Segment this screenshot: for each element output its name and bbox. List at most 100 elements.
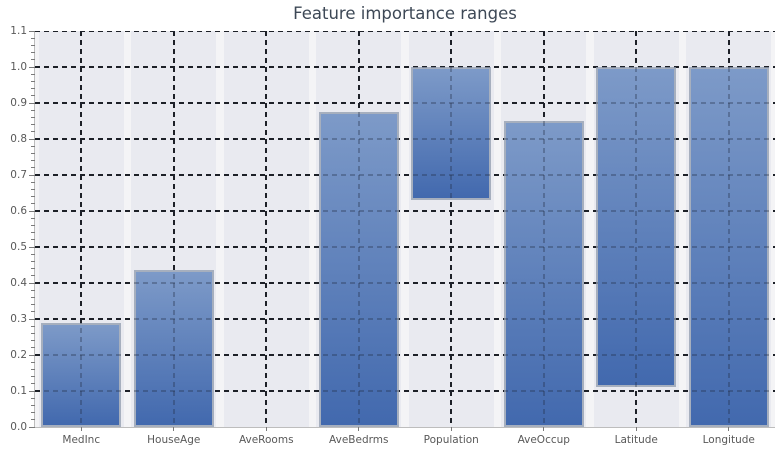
- y-minor-tick: [31, 73, 35, 75]
- h-gridline-overlay: [35, 66, 775, 68]
- x-tick-label-longitude: Longitude: [702, 434, 755, 446]
- y-minor-tick: [31, 239, 35, 241]
- y-tick: [29, 66, 35, 68]
- y-tick: [29, 282, 35, 284]
- y-tick-label: 0.6: [10, 204, 27, 217]
- h-gridline-overlay: [35, 282, 775, 284]
- x-tick-label-latitude: Latitude: [614, 434, 658, 446]
- h-gridline-overlay: [35, 246, 775, 248]
- y-minor-tick: [31, 160, 35, 162]
- x-tick-label-averooms: AveRooms: [238, 434, 294, 446]
- bar-population: [411, 67, 492, 201]
- y-minor-tick: [31, 224, 35, 226]
- h-gridline: [35, 174, 775, 176]
- h-gridline: [35, 66, 775, 68]
- y-minor-tick: [31, 188, 35, 190]
- y-minor-tick: [31, 124, 35, 126]
- h-gridline: [35, 390, 775, 392]
- h-gridline-overlay: [35, 210, 775, 212]
- x-tick: [543, 427, 545, 431]
- y-minor-tick: [31, 260, 35, 262]
- x-tick: [80, 427, 82, 431]
- y-tick: [29, 30, 35, 32]
- v-gridline-overlay: [172, 31, 175, 427]
- v-gridline: [265, 31, 268, 427]
- y-tick-label: 1.0: [10, 60, 27, 73]
- x-tick-label-medinc: MedInc: [62, 434, 101, 446]
- y-minor-tick: [31, 181, 35, 183]
- y-tick: [29, 138, 35, 140]
- bar-houseage: [133, 270, 214, 427]
- h-gridline-overlay: [35, 354, 775, 356]
- h-gridline: [35, 354, 775, 356]
- y-minor-tick: [31, 217, 35, 219]
- bar-avebedrms: [318, 112, 399, 427]
- y-minor-tick: [31, 203, 35, 205]
- x-tick: [450, 427, 452, 431]
- y-minor-tick: [31, 253, 35, 255]
- y-minor-tick: [31, 116, 35, 118]
- y-minor-tick: [31, 80, 35, 82]
- y-tick-label: 0.5: [10, 240, 27, 253]
- y-tick: [29, 246, 35, 248]
- x-tick: [173, 427, 175, 431]
- y-minor-tick: [31, 332, 35, 334]
- h-gridline: [35, 210, 775, 212]
- y-tick: [29, 318, 35, 320]
- y-minor-tick: [31, 304, 35, 306]
- x-tick-label-aveoccup: AveOccup: [517, 434, 570, 446]
- h-gridline: [35, 31, 775, 32]
- v-gridline-overlay: [450, 31, 453, 427]
- chart-title: Feature importance ranges: [293, 4, 517, 23]
- h-gridline: [35, 102, 775, 104]
- h-gridline-overlay: [35, 31, 775, 32]
- h-gridline-overlay: [35, 138, 775, 140]
- y-tick-label: 0.7: [10, 168, 27, 181]
- y-minor-tick: [31, 167, 35, 169]
- y-tick: [29, 426, 35, 428]
- y-tick-label: 0.0: [10, 420, 27, 433]
- x-tick: [728, 427, 730, 431]
- y-axis-spine: [34, 31, 35, 428]
- y-minor-tick: [31, 268, 35, 270]
- x-tick-label-population: Population: [423, 434, 479, 446]
- y-minor-tick: [31, 152, 35, 154]
- y-tick-label: 1.1: [10, 24, 27, 37]
- y-minor-tick: [31, 59, 35, 61]
- h-gridline-overlay: [35, 390, 775, 392]
- v-gridline-overlay: [542, 31, 545, 427]
- y-minor-tick: [31, 383, 35, 385]
- y-tick: [29, 174, 35, 176]
- h-gridline-overlay: [35, 174, 775, 176]
- y-tick-label: 0.4: [10, 276, 27, 289]
- x-tick-label-houseage: HouseAge: [147, 434, 201, 446]
- y-minor-tick: [31, 412, 35, 414]
- v-gridline-overlay: [635, 31, 638, 427]
- y-minor-tick: [31, 361, 35, 363]
- y-minor-tick: [31, 325, 35, 327]
- y-minor-tick: [31, 376, 35, 378]
- y-minor-tick: [31, 52, 35, 54]
- y-minor-tick: [31, 88, 35, 90]
- y-tick: [29, 210, 35, 212]
- h-gridline: [35, 138, 775, 140]
- y-minor-tick: [31, 397, 35, 399]
- y-minor-tick: [31, 404, 35, 406]
- y-tick-label: 0.8: [10, 132, 27, 145]
- h-gridline-overlay: [35, 102, 775, 104]
- y-tick-label: 0.1: [10, 384, 27, 397]
- v-gridline-overlay: [80, 31, 83, 427]
- bar-latitude: [596, 67, 677, 388]
- v-gridline-overlay: [265, 31, 268, 427]
- v-gridline: [80, 31, 83, 427]
- h-gridline-overlay: [35, 318, 775, 320]
- h-gridline: [35, 282, 775, 284]
- y-minor-tick: [31, 419, 35, 421]
- y-tick: [29, 354, 35, 356]
- v-gridline-overlay: [357, 31, 360, 427]
- y-tick-label: 0.3: [10, 312, 27, 325]
- bar-aveoccup: [503, 121, 584, 427]
- y-minor-tick: [31, 340, 35, 342]
- bar-longitude: [688, 67, 769, 427]
